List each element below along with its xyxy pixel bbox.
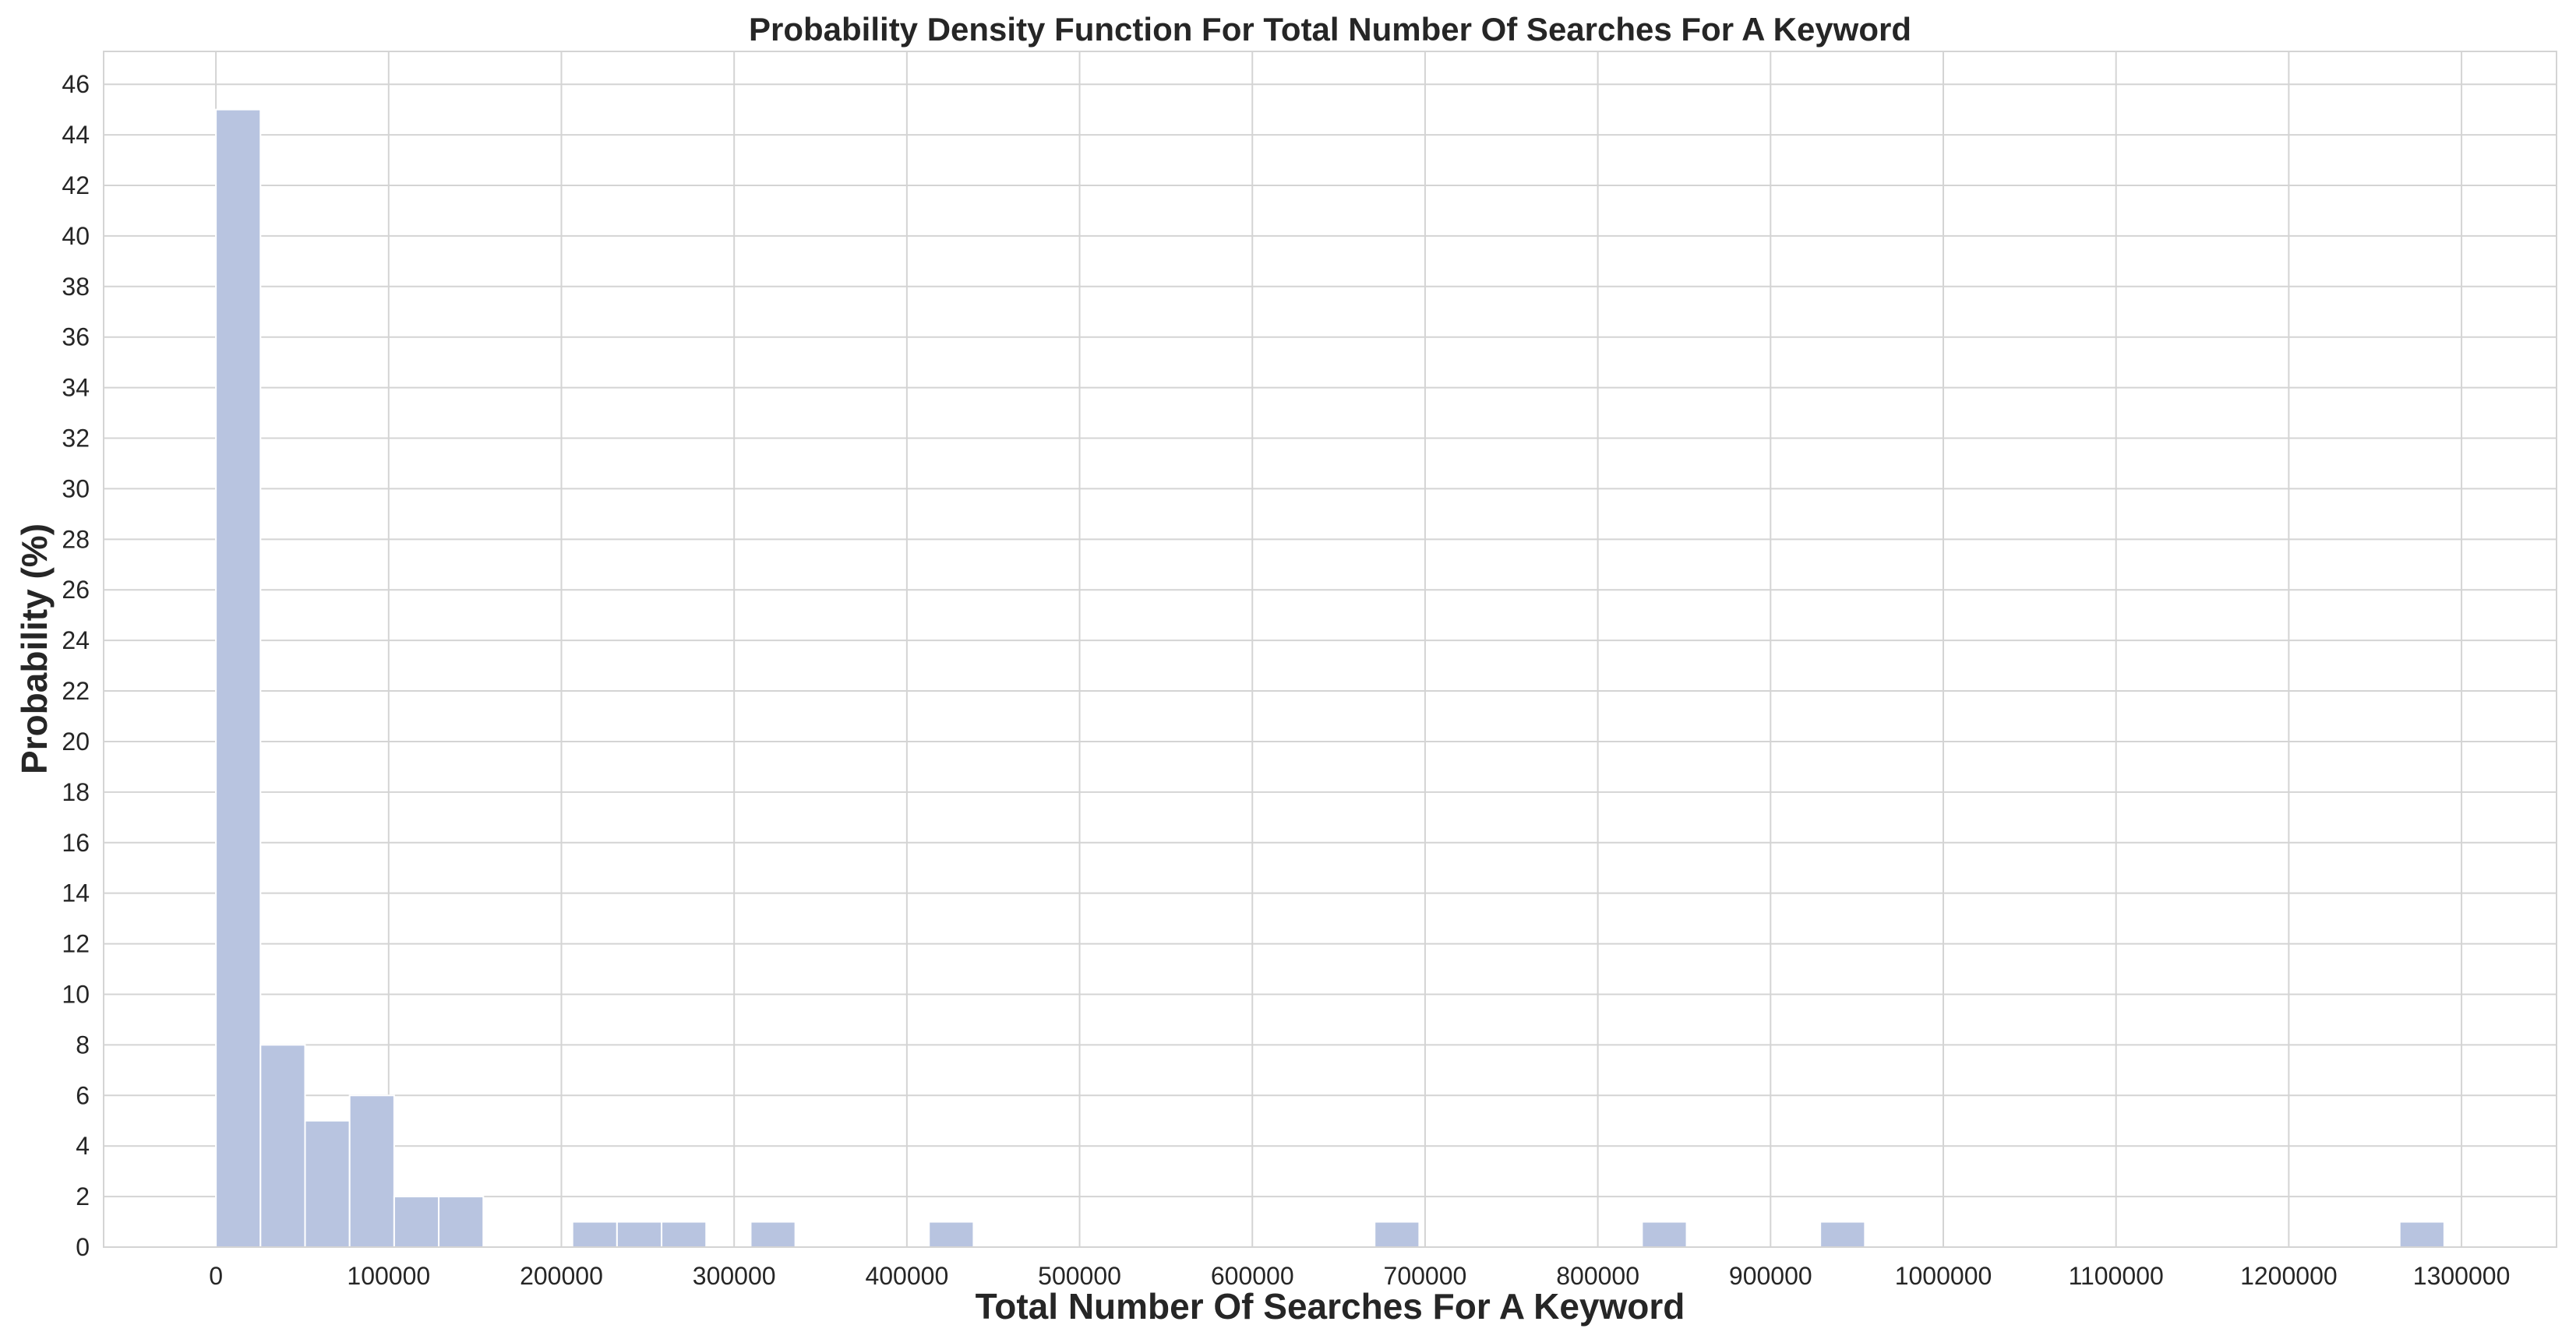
x-tick-label: 800000 — [1556, 1262, 1639, 1290]
x-tick-label: 100000 — [347, 1262, 430, 1290]
x-tick-label: 1100000 — [2069, 1262, 2164, 1290]
y-tick-label: 10 — [62, 980, 90, 1008]
histogram-bar — [750, 1221, 796, 1249]
y-tick-label: 36 — [62, 323, 90, 351]
y-tick-label: 4 — [76, 1132, 90, 1160]
y-tick-label: 6 — [76, 1081, 90, 1109]
x-tick-label: 200000 — [520, 1262, 603, 1290]
x-tick-label: 700000 — [1384, 1262, 1467, 1290]
grid-lines — [104, 51, 2557, 1248]
x-tick-labels: 0 100000 200000 300000 400000 500000 600000 700… — [209, 1262, 2510, 1290]
y-tick-label: 38 — [62, 273, 90, 301]
x-tick-label: 400000 — [865, 1262, 948, 1290]
x-tick-label: 900000 — [1729, 1262, 1812, 1290]
histogram-bar — [259, 1044, 306, 1248]
y-tick-label: 44 — [62, 121, 90, 149]
y-tick-label: 34 — [62, 374, 90, 402]
y-tick-label: 22 — [62, 677, 90, 705]
x-tick-label: 300000 — [693, 1262, 776, 1290]
y-tick-label: 18 — [62, 778, 90, 806]
histogram-bar — [571, 1221, 618, 1249]
histogram-bar — [438, 1196, 485, 1248]
y-tick-label: 28 — [62, 525, 90, 553]
histogram-bar — [616, 1221, 663, 1249]
histogram-bar — [1819, 1221, 1866, 1249]
histogram-bar — [2398, 1221, 2445, 1249]
histogram-bar — [1374, 1221, 1420, 1249]
y-tick-label: 32 — [62, 425, 90, 453]
histogram-bar — [348, 1094, 395, 1248]
y-tick-label: 12 — [62, 930, 90, 958]
x-tick-label: 500000 — [1038, 1262, 1121, 1290]
y-tick-label: 40 — [62, 222, 90, 250]
x-tick-label: 1200000 — [2240, 1262, 2338, 1290]
x-tick-label: 0 — [209, 1262, 223, 1290]
chart-title: Probability Density Function For Total N… — [749, 11, 1911, 48]
histogram-bars — [215, 108, 2445, 1249]
histogram-bar — [1641, 1221, 1688, 1249]
y-tick-labels: 0246810121416182022242628303234363840424… — [62, 70, 90, 1261]
x-tick-label: 600000 — [1211, 1262, 1294, 1290]
histogram-bar — [304, 1119, 351, 1248]
y-tick-label: 2 — [76, 1182, 90, 1210]
y-tick-label: 8 — [76, 1031, 90, 1059]
histogram-bar — [661, 1221, 708, 1249]
y-tick-label: 20 — [62, 728, 90, 756]
histogram-bar — [393, 1196, 440, 1248]
y-axis-label: Probability (%) — [14, 523, 55, 774]
y-tick-label: 30 — [62, 474, 90, 502]
y-tick-label: 46 — [62, 70, 90, 98]
histogram-bar — [928, 1221, 975, 1249]
y-tick-label: 16 — [62, 829, 90, 857]
y-tick-label: 14 — [62, 879, 90, 907]
y-tick-label: 0 — [76, 1233, 90, 1261]
x-tick-label: 1000000 — [1895, 1262, 1992, 1290]
y-tick-label: 26 — [62, 576, 90, 604]
x-tick-label: 1300000 — [2413, 1262, 2511, 1290]
plot-frame — [103, 51, 2557, 1248]
y-tick-label: 24 — [62, 626, 90, 654]
x-axis-label: Total Number Of Searches For A Keyword — [976, 1286, 1685, 1327]
y-tick-label: 42 — [62, 171, 90, 199]
histogram-bar — [215, 108, 262, 1248]
